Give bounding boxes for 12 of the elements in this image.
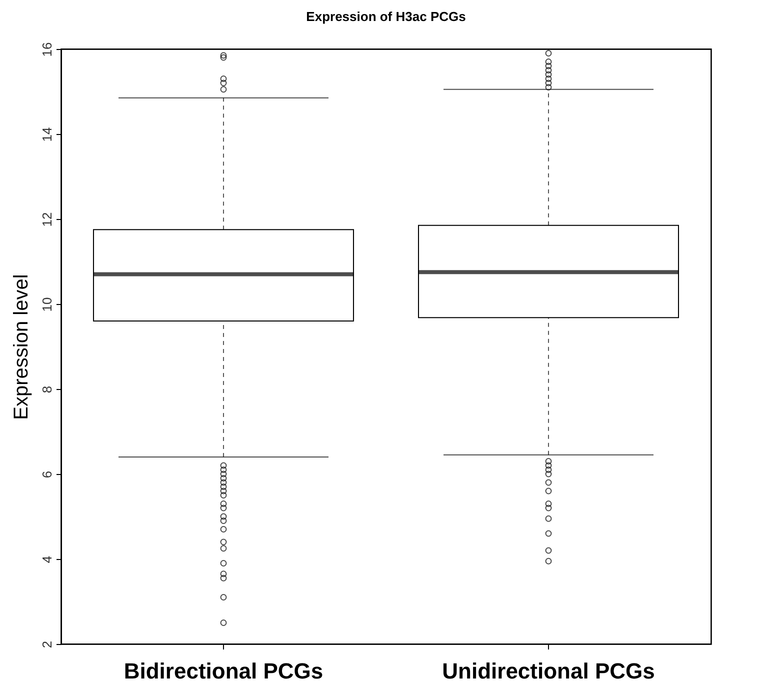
chart-title: Expression of H3ac PCGs xyxy=(306,8,466,24)
y-tick-label: 6 xyxy=(40,470,54,478)
y-tick-label: 4 xyxy=(40,556,54,564)
y-axis-title: Expression level xyxy=(10,274,32,420)
y-tick-label: 12 xyxy=(40,212,54,227)
x-tick-label: Bidirectional PCGs xyxy=(124,658,324,684)
y-tick-label: 10 xyxy=(40,297,54,312)
y-tick-label: 14 xyxy=(40,127,54,142)
y-tick-label: 16 xyxy=(40,42,54,57)
y-tick-label: 8 xyxy=(40,386,54,394)
y-tick-label: 2 xyxy=(40,640,54,648)
x-tick-label: Unidirectional PCGs xyxy=(442,658,655,684)
